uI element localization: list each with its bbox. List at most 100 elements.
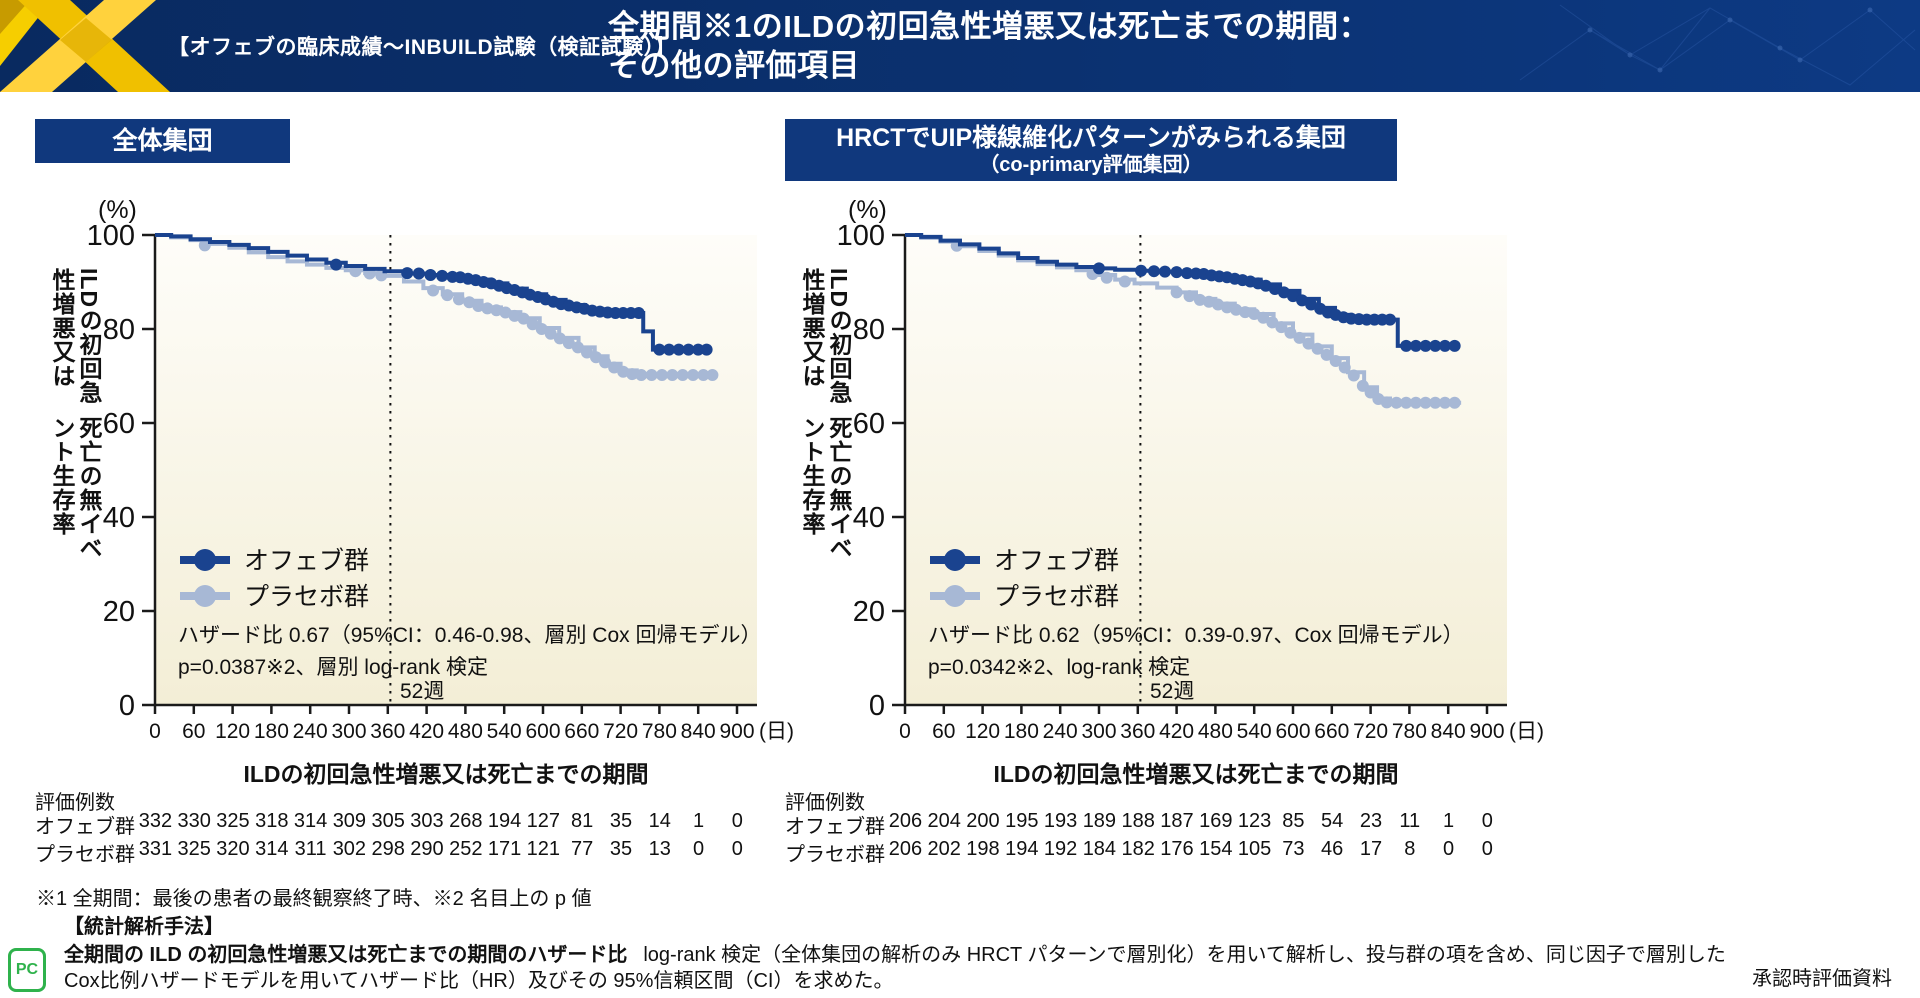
risk-value: 309 [332, 810, 367, 832]
risk-value: 318 [255, 810, 289, 832]
footnote-1: ※1 全期間：最後の患者の最終観察終了時、※2 名目上の p 値 [36, 888, 592, 910]
risk-value: 127 [526, 810, 561, 832]
risk-value: 302 [332, 838, 367, 860]
risk-value: 320 [216, 838, 250, 860]
svg-text:60: 60 [182, 720, 205, 743]
legend-label-placebo: プラセボ群 [994, 583, 1119, 611]
svg-text:(日): (日) [1509, 720, 1544, 743]
risk-value: 305 [371, 810, 405, 832]
svg-text:300: 300 [1081, 720, 1116, 743]
svg-text:780: 780 [1392, 720, 1427, 743]
risk-value: 194 [487, 810, 522, 832]
panel-overall-population: 全体集団 ILDの初回急性増悪又は 死亡の無イベント生存率 0 20 40 60 80 1… [0, 100, 960, 866]
plot-background [905, 235, 1507, 705]
risk-value: 200 [966, 810, 1000, 832]
svg-text:60: 60 [853, 408, 885, 440]
risk-value: 11 [1399, 810, 1421, 832]
risk-value: 331 [138, 838, 173, 860]
risk-value: 171 [487, 838, 522, 860]
header-kicker: 【オフェブの臨床成績～INBUILD試験（検証試験）】 [168, 36, 677, 59]
risk-value: 0 [1481, 810, 1493, 832]
risk-value: 0 [731, 838, 743, 860]
risk-value: 169 [1199, 810, 1233, 832]
svg-text:120: 120 [965, 720, 1000, 743]
risk-value: 314 [293, 810, 328, 832]
hazard-ratio-text: ハザード比 0.62（95%CI：0.39-0.97、Cox 回帰モデル） [928, 624, 1464, 647]
svg-text:540: 540 [1237, 720, 1272, 743]
pc-logo-icon: PC [8, 948, 46, 992]
risk-value: 85 [1282, 810, 1305, 832]
svg-text:100: 100 [837, 220, 885, 252]
week52-label: 52週 [400, 680, 444, 703]
risk-value: 303 [410, 810, 444, 832]
svg-text:480: 480 [1198, 720, 1233, 743]
legend-label-ofev: オフェブ群 [244, 547, 369, 575]
x-axis-title: ILDの初回急性増悪又は死亡までの期間 [993, 761, 1399, 787]
header-yellow-decoration [0, 0, 170, 92]
risk-value: 325 [177, 838, 211, 860]
svg-text:480: 480 [448, 720, 483, 743]
svg-text:20: 20 [103, 596, 135, 628]
risk-value: 123 [1237, 810, 1272, 832]
risk-table-title: 評価例数 [35, 792, 115, 814]
svg-text:660: 660 [564, 720, 599, 743]
risk-value: 252 [449, 838, 483, 860]
risk-value: 17 [1359, 838, 1383, 860]
risk-value: 268 [449, 810, 483, 832]
risk-value: 330 [177, 810, 211, 832]
svg-text:60: 60 [932, 720, 955, 743]
hazard-ratio-text: ハザード比 0.67（95%CI：0.46-0.98、層別 Cox 回帰モデル） [178, 624, 762, 647]
legend: オフェブ群 プラセボ群 [180, 547, 369, 611]
risk-value: 206 [888, 838, 923, 860]
svg-text:360: 360 [370, 720, 405, 743]
risk-value: 198 [966, 838, 1000, 860]
risk-value: 189 [1082, 810, 1117, 832]
svg-text:40: 40 [853, 502, 885, 534]
panel-heading-uip: HRCTでUIP様線維化パターンがみられる集団 （co-primary評価集団） [785, 119, 1397, 181]
survival-curves [905, 233, 1462, 409]
svg-text:840: 840 [681, 720, 716, 743]
risk-value: 202 [927, 838, 961, 860]
risk-value: 121 [526, 838, 561, 860]
risk-value: 187 [1160, 810, 1194, 832]
svg-text:60: 60 [103, 408, 135, 440]
x-axis-title: ILDの初回急性増悪又は死亡までの期間 [243, 761, 649, 787]
footnote-methods-heading: 【統計解析手法】 [64, 916, 224, 938]
svg-text:720: 720 [603, 720, 638, 743]
svg-text:0: 0 [869, 690, 885, 722]
risk-value: 0 [1442, 838, 1455, 860]
svg-text:0: 0 [119, 690, 135, 722]
legend-label-ofev: オフェブ群 [994, 547, 1119, 575]
risk-value: 206 [888, 810, 923, 832]
svg-text:840: 840 [1431, 720, 1466, 743]
svg-text:420: 420 [1159, 720, 1194, 743]
source-label: 承認時評価資料 [1752, 968, 1892, 990]
risk-value: 77 [571, 838, 594, 860]
y-axis-unit: (%) [98, 196, 137, 224]
risk-value: 195 [1005, 810, 1039, 832]
risk-value: 311 [294, 838, 327, 860]
week52-label: 52週 [1150, 680, 1194, 703]
svg-text:0: 0 [899, 720, 911, 743]
risk-value: 73 [1282, 838, 1305, 860]
p-value-text: p=0.0342※2、log-rank 検定 [928, 656, 1190, 679]
risk-value: 14 [648, 810, 671, 832]
panel-heading-line2: （co-primary評価集団） [979, 154, 1203, 176]
risk-value: 105 [1237, 838, 1272, 860]
risk-value: 176 [1160, 838, 1194, 860]
panel-heading-overall: 全体集団 [35, 119, 290, 163]
risk-value: 182 [1121, 838, 1155, 860]
yellow-diagonal-icon [0, 0, 170, 92]
risk-table-title: 評価例数 [785, 792, 865, 814]
risk-value: 188 [1121, 810, 1155, 832]
svg-text:240: 240 [293, 720, 328, 743]
svg-text:900: 900 [719, 720, 754, 743]
page-title-line1: 全期間※1のILDの初回急性増悪又は死亡までの期間： [608, 9, 1371, 44]
svg-text:100: 100 [87, 220, 135, 252]
footnote-methods-rest: log-rank 検定（全体集団の解析のみ HRCT パターンで層別化）を用いて… [643, 944, 1726, 966]
panel-heading-line1: 全体集団 [112, 127, 213, 155]
footnote-methods-line1: 全期間の ILD の初回急性増悪又は死亡までの期間のハザード比 log-rank … [64, 938, 1726, 967]
risk-value: 314 [255, 838, 289, 860]
risk-value: 54 [1321, 810, 1344, 832]
